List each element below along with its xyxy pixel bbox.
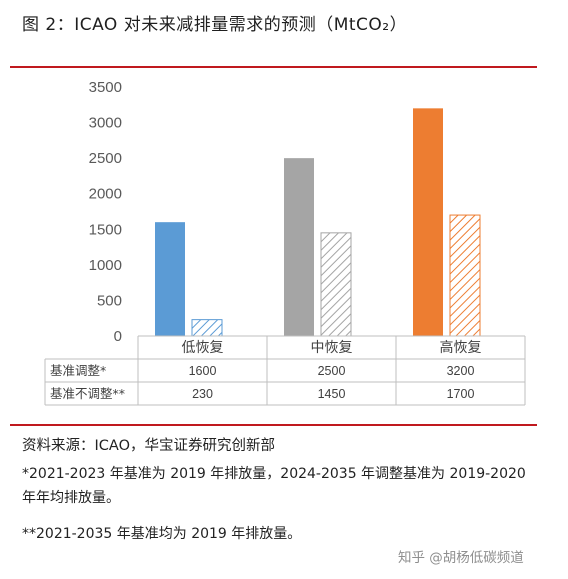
table-row-label: 基准调整* <box>50 363 106 378</box>
table-cell: 1600 <box>189 364 217 378</box>
category-label: 高恢复 <box>440 339 482 356</box>
y-tick-label: 3500 <box>89 79 122 96</box>
footnote-1: *2021-2023 年基准为 2019 年排放量，2024-2035 年调整基… <box>22 466 526 506</box>
y-tick-label: 3000 <box>89 115 122 132</box>
chart-title: 图 2：ICAO 对未来减排量需求的预测（MtCO₂） <box>22 15 408 35</box>
bars <box>155 108 481 337</box>
table-cell: 3200 <box>447 364 475 378</box>
table-cell: 2500 <box>318 364 346 378</box>
y-tick-label: 1500 <box>89 221 122 238</box>
bar-chart: 0 500 1000 1500 2000 2500 3000 3500 低恢复 中恢复 高恢复基准… <box>44 79 526 406</box>
table-cell: 1450 <box>318 387 346 401</box>
y-axis: 0 500 1000 1500 2000 2500 3000 3500 <box>89 79 122 345</box>
bar-high-adjusted <box>413 108 443 336</box>
table-cell: 230 <box>192 387 213 401</box>
top-divider <box>10 66 537 68</box>
category-label: 中恢复 <box>311 339 353 356</box>
y-tick-label: 500 <box>97 292 122 309</box>
watermark: 知乎 @胡杨低碳频道 <box>398 550 524 566</box>
y-tick-label: 0 <box>114 328 122 345</box>
bar-mid-adjusted <box>284 158 314 336</box>
bar-low-unadjusted <box>191 319 223 337</box>
bar-high-unadjusted <box>449 214 481 337</box>
y-tick-label: 1000 <box>89 257 122 274</box>
bottom-divider <box>10 424 537 426</box>
source-note: 资料来源：ICAO，华宝证券研究创新部 <box>22 438 275 454</box>
bar-mid-unadjusted <box>320 232 352 337</box>
table-row-label: 基准不调整** <box>50 386 125 401</box>
category-label: 低恢复 <box>182 339 224 356</box>
y-tick-label: 2000 <box>89 186 122 203</box>
table-cell: 1700 <box>447 387 475 401</box>
bar-low-adjusted <box>155 222 185 336</box>
footnote-2: **2021-2035 年基准均为 2019 年排放量。 <box>22 526 302 542</box>
y-tick-label: 2500 <box>89 150 122 167</box>
